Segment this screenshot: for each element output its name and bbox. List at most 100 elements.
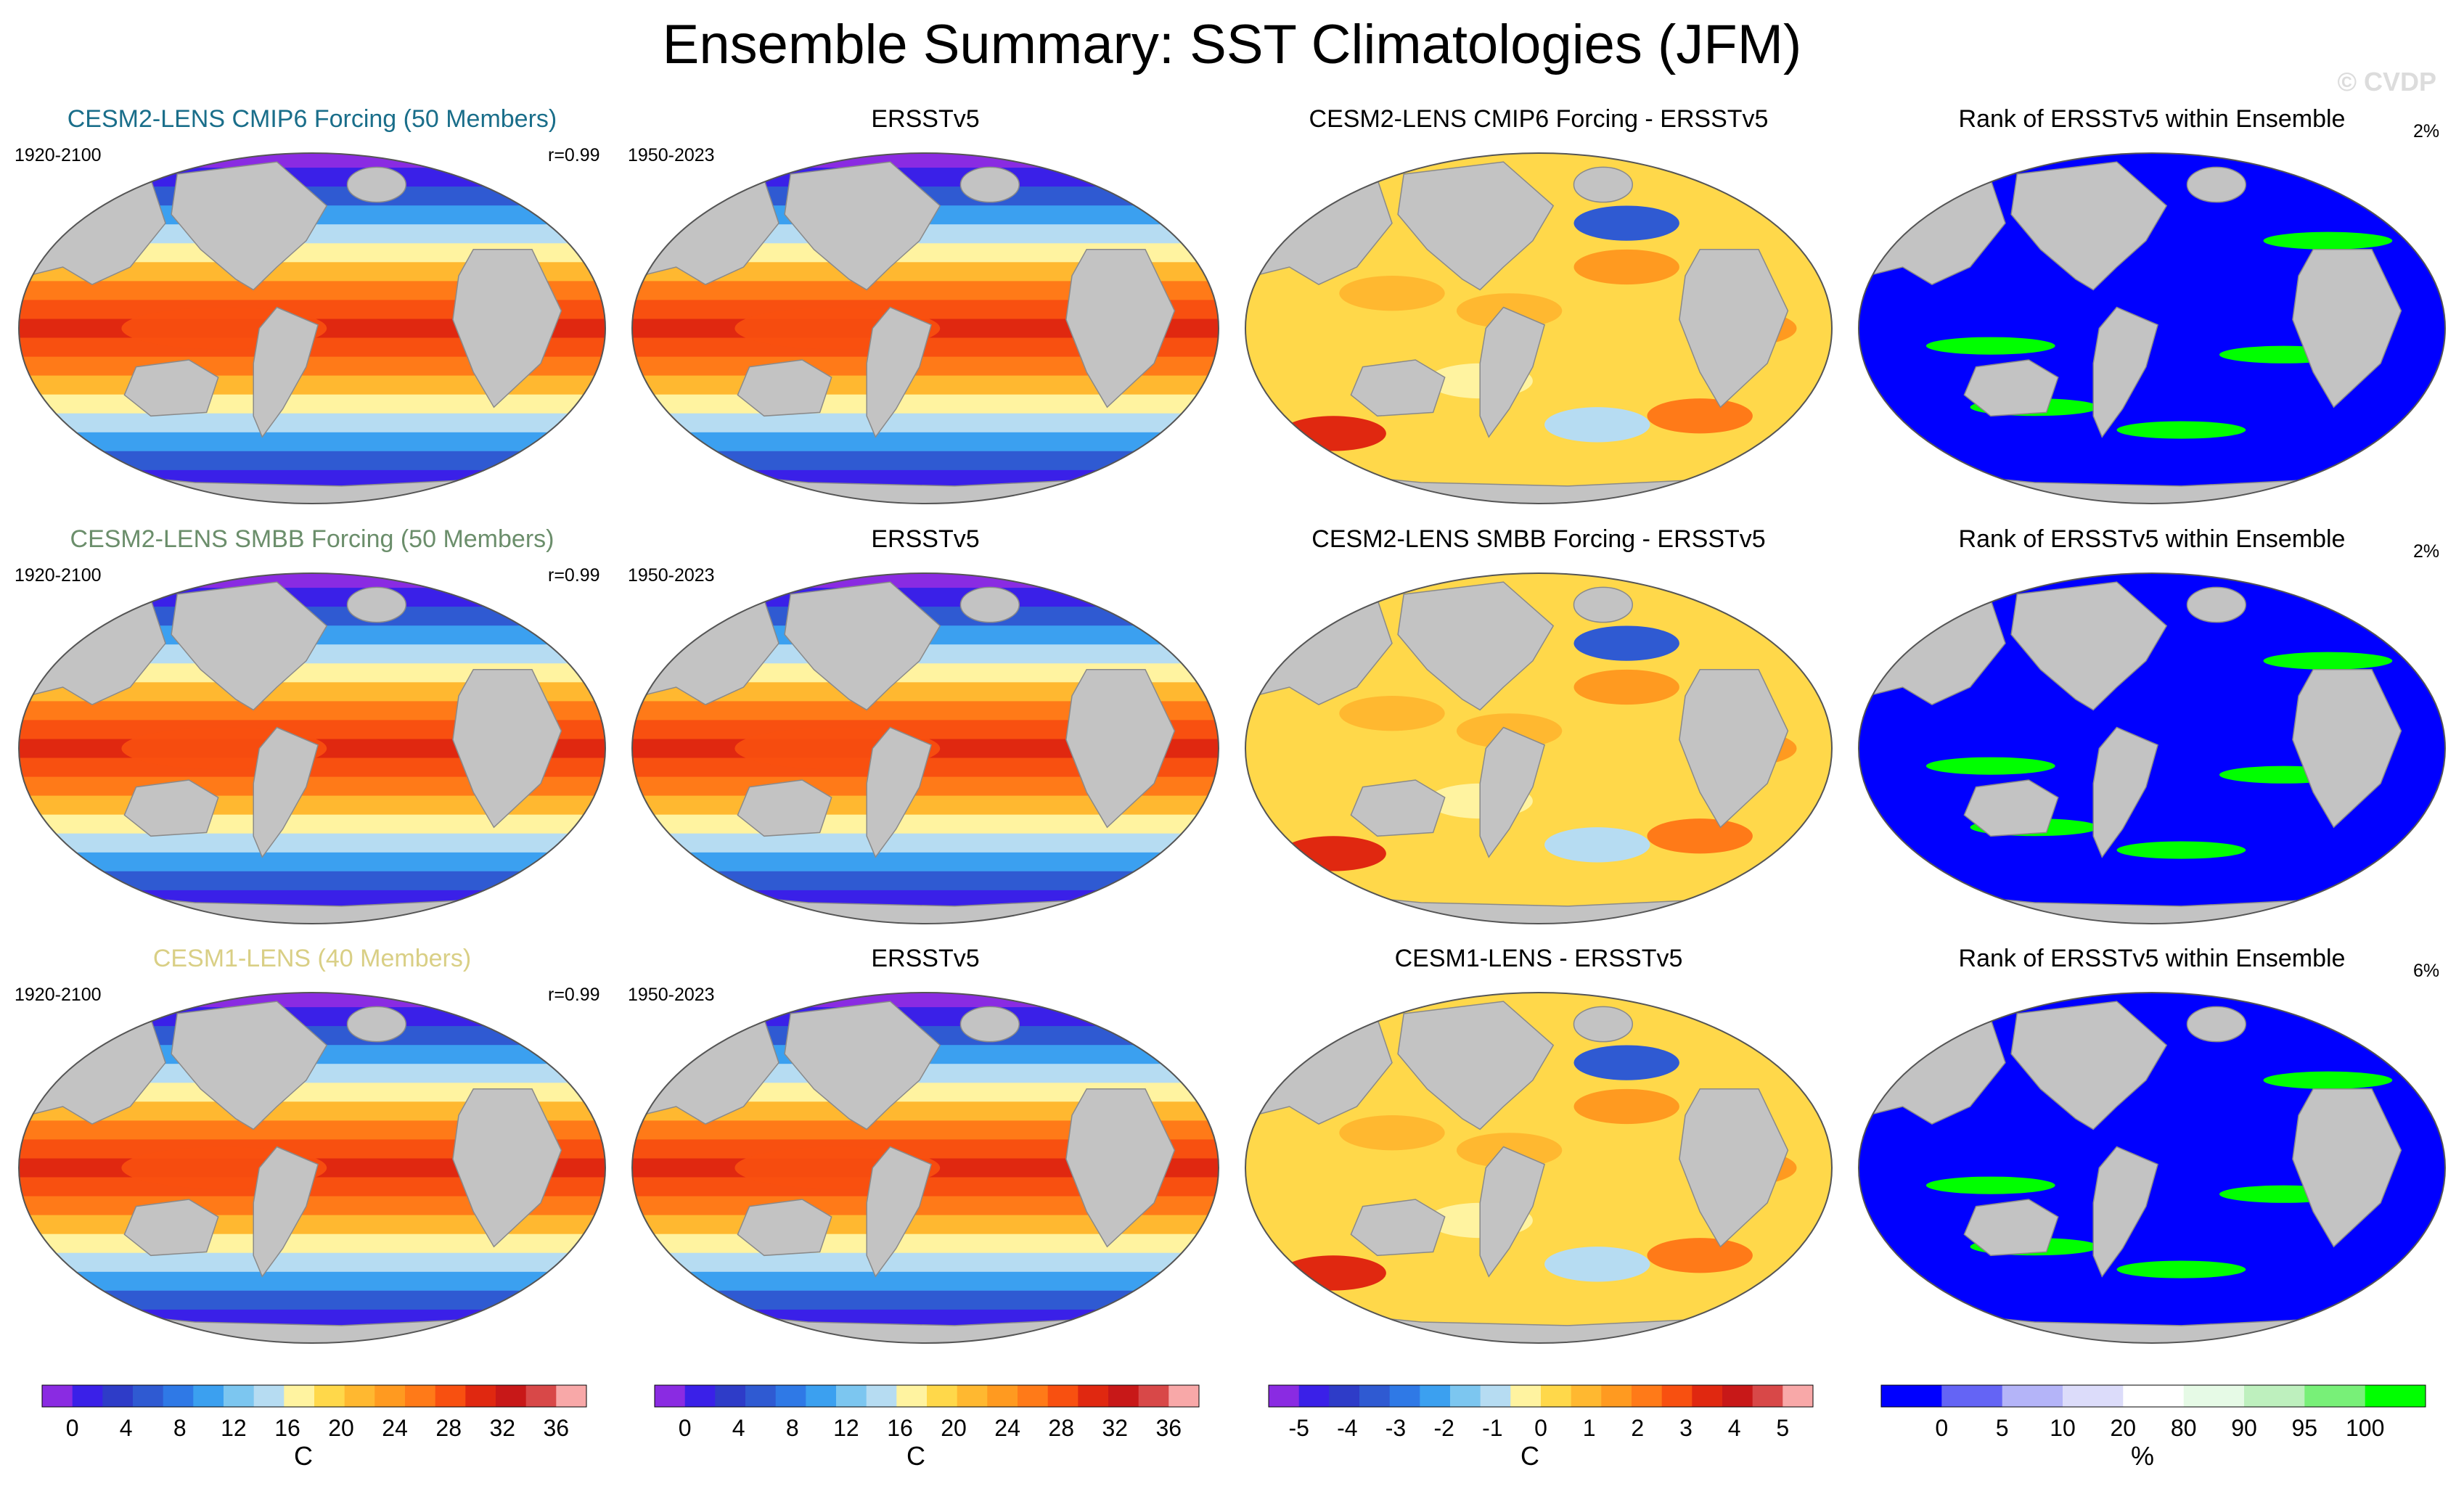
map-border: [631, 992, 1219, 1344]
land-mass-0: [2010, 1001, 2168, 1130]
map-border: [1858, 992, 2446, 1344]
colorbar-swatch: [806, 1385, 837, 1407]
rank-high-region: [2263, 652, 2393, 670]
colorbar-tick-label: 4: [120, 1415, 133, 1441]
land-greenland: [346, 166, 407, 203]
land-greenland: [1573, 586, 1634, 623]
colorbar-frame: [1268, 1384, 1814, 1408]
land-mass-0: [171, 1001, 328, 1130]
correlation-label: r=0.99: [548, 985, 600, 1005]
page-title: Ensemble Summary: SST Climatologies (JFM…: [662, 14, 1802, 75]
obs-panel-title: ERSSTv5: [871, 525, 980, 553]
land-mass-1: [2092, 726, 2158, 858]
colorbar-tick-label: 5: [1996, 1415, 2009, 1441]
rank-panel-title: Rank of ERSSTv5 within Ensemble: [1958, 525, 2346, 553]
colorbar-tick-label: 0: [1534, 1415, 1547, 1441]
rank-percent-label: 2%: [2413, 541, 2440, 562]
colorbar-swatch: [1450, 1385, 1481, 1407]
rank-map: [1858, 992, 2446, 1344]
land-greenland: [346, 586, 407, 623]
colorbar-swatch: [2002, 1385, 2063, 1407]
sst-band: [19, 1233, 605, 1254]
colorbar-swatch: [1601, 1385, 1632, 1407]
correlation-label: r=0.99: [548, 565, 600, 586]
colorbar-frame: [654, 1384, 1200, 1408]
land-greenland: [959, 586, 1020, 623]
colorbar-swatch: [1078, 1385, 1109, 1407]
colorbar-swatch: [1661, 1385, 1693, 1407]
sst-band: [19, 852, 605, 872]
colorbar-swatch: [496, 1385, 527, 1407]
period-label: 1920-2100: [15, 985, 102, 1005]
colorbar-tick-label: 5: [1776, 1415, 1789, 1441]
diff-map: [1245, 572, 1833, 924]
colorbar-swatch: [465, 1385, 496, 1407]
colorbar-swatch: [1941, 1385, 2003, 1407]
land-mass-1: [2092, 306, 2158, 438]
map-border: [631, 152, 1219, 504]
colorbar-swatch: [1389, 1385, 1420, 1407]
diff-panel-title: CESM2-LENS CMIP6 Forcing - ERSSTv5: [1309, 105, 1769, 133]
colorbar-swatch: [655, 1385, 686, 1407]
colorbar-swatch: [2365, 1385, 2426, 1407]
colorbar-swatch: [775, 1385, 806, 1407]
diff-panel-title: CESM1-LENS - ERSSTv5: [1394, 945, 1683, 972]
colorbar-swatch: [2063, 1385, 2124, 1407]
colorbar-unit-label: %: [2131, 1441, 2154, 1471]
colorbar-swatch: [314, 1385, 345, 1407]
anomaly-patch: [1544, 407, 1650, 443]
land-mass-4: [1350, 1199, 1446, 1257]
colorbar-swatch: [1168, 1385, 1200, 1407]
colorbar-tick-label: -4: [1337, 1415, 1357, 1441]
colorbar-tick-label: 36: [544, 1415, 570, 1441]
sst-band: [632, 432, 1219, 452]
anomaly-patch: [1573, 669, 1679, 705]
land-greenland: [1573, 1006, 1634, 1043]
land-mass-0: [1397, 161, 1555, 291]
colorbar-tick-label: 32: [1102, 1415, 1129, 1441]
colorbar-swatch: [102, 1385, 134, 1407]
colorbar-tick-label: 4: [732, 1415, 745, 1441]
map-border: [18, 572, 606, 924]
land-greenland: [2186, 1006, 2247, 1043]
colorbar-tick-label: 12: [221, 1415, 247, 1441]
colorbar-tick-label: 20: [328, 1415, 354, 1441]
land-mass-4: [1350, 359, 1446, 417]
period-label: 1950-2023: [628, 565, 715, 586]
map-border: [631, 572, 1219, 924]
colorbar-swatch: [1018, 1385, 1049, 1407]
anomaly-patch: [1647, 818, 1753, 854]
land-mass-1: [1479, 306, 1545, 438]
land-mass-1: [866, 726, 932, 858]
colorbar-tick-label: -5: [1288, 1415, 1309, 1441]
map-border: [1245, 572, 1833, 924]
colorbar-swatch: [745, 1385, 777, 1407]
colorbar-swatch: [133, 1385, 164, 1407]
map-border: [18, 992, 606, 1344]
colorbar-swatch: [374, 1385, 406, 1407]
land-mass-0: [2010, 581, 2168, 711]
rank-panel-title: Rank of ERSSTv5 within Ensemble: [1958, 945, 2346, 972]
colorbar-swatch: [1138, 1385, 1169, 1407]
colorbar-swatch: [1632, 1385, 1663, 1407]
land-mass-1: [1479, 1146, 1545, 1278]
land-greenland: [2186, 586, 2247, 623]
rank-high-region: [2116, 421, 2246, 439]
obs-map: [631, 992, 1219, 1344]
land-greenland: [2186, 166, 2247, 203]
colorbar-tick-label: 4: [1728, 1415, 1741, 1441]
colorbar-tick-label: 36: [1156, 1415, 1182, 1441]
colorbar-swatch: [2183, 1385, 2245, 1407]
land-mass-2: [452, 249, 562, 409]
rank-high-region: [2263, 231, 2393, 250]
anomaly-patch: [1573, 625, 1679, 661]
colorbar-tick-label: 16: [887, 1415, 913, 1441]
rank-high-region: [2116, 841, 2246, 859]
rank-percent-label: 2%: [2413, 121, 2440, 141]
colorbar-swatch: [1047, 1385, 1078, 1407]
land-mass-4: [1963, 779, 2059, 837]
anomaly-patch: [1544, 1247, 1650, 1282]
colorbar-tick-label: 1: [1583, 1415, 1596, 1441]
colorbar-tick-label: 0: [679, 1415, 692, 1441]
sst-band: [632, 852, 1219, 872]
